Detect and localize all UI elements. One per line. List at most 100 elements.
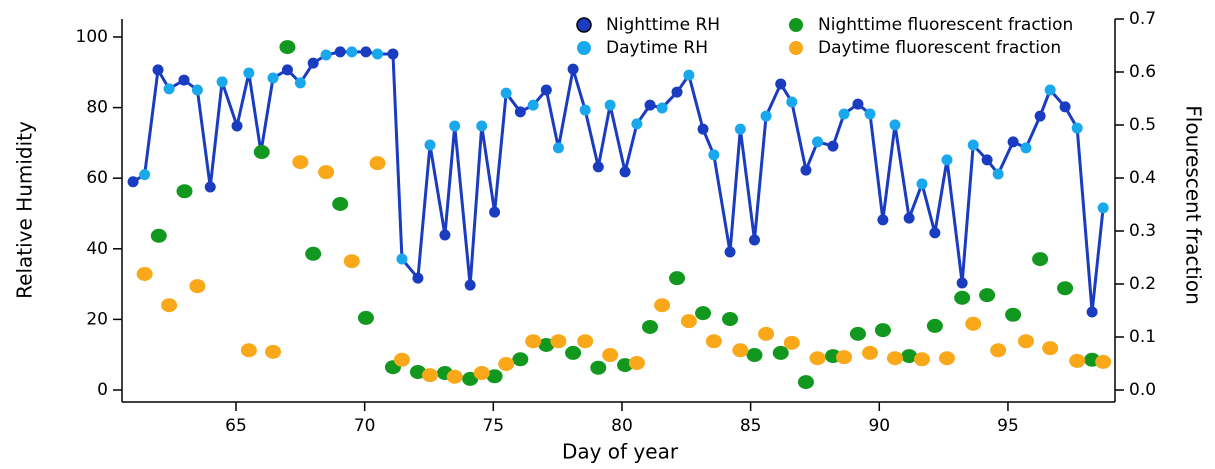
rh-point (877, 214, 889, 226)
x-axis-label: Day of year (562, 440, 679, 464)
fluorescent-point (446, 369, 463, 384)
fluorescent-point (253, 145, 270, 160)
fluorescent-point (1017, 334, 1034, 349)
fluorescent-point (292, 155, 309, 170)
rh-point (1071, 122, 1083, 134)
fluorescent-point (332, 196, 349, 211)
rh-point (656, 102, 668, 114)
fluorescent-point (602, 348, 619, 363)
fluorescent-point (473, 366, 490, 381)
rh-point (500, 87, 512, 99)
fluorescent-point (746, 348, 763, 363)
fluorescent-point (462, 371, 479, 386)
fluorescent-point (862, 345, 879, 360)
fluorescent-point (176, 184, 193, 199)
rh-point (708, 149, 720, 161)
rh-point (760, 110, 772, 122)
y2-tick-label: 0.2 (1129, 274, 1156, 294)
fluorescent-point (654, 298, 671, 313)
fluorescent-point (1057, 281, 1074, 296)
fluorescent-point (486, 369, 503, 384)
fluorescent-point (914, 352, 931, 367)
fluorescent-point (318, 165, 335, 180)
rh-point (592, 161, 604, 173)
rh-point (697, 123, 709, 135)
fluorescent-point (538, 337, 555, 352)
rh-line (132, 50, 1105, 314)
fluorescent-point (783, 335, 800, 350)
rh-point (476, 120, 488, 132)
fluorescent-point (1069, 353, 1086, 368)
fluorescent-point (836, 350, 853, 365)
rh-point (644, 99, 656, 111)
rh-point (800, 164, 812, 176)
rh-point (941, 154, 953, 166)
rh-point (320, 49, 332, 61)
rh-point (552, 142, 564, 154)
fluorescent-point (886, 351, 903, 366)
rh-point (724, 246, 736, 258)
rh-point (163, 83, 175, 95)
fluorescent-point (954, 290, 971, 305)
rh-point (527, 99, 539, 111)
x-tick-label: 95 (997, 416, 1019, 436)
rh-point (683, 69, 695, 81)
rh-point (827, 140, 839, 152)
rh-point (812, 136, 824, 148)
rh-point (619, 166, 631, 178)
rh-point (864, 108, 876, 120)
fluorescent-point (357, 310, 374, 325)
fluorescent-point (369, 156, 386, 171)
fluorescent-point (1032, 252, 1049, 267)
fluorescent-point (628, 355, 645, 370)
legend-marker (577, 41, 591, 55)
x-tick-label: 75 (482, 416, 504, 436)
fluorescent-point (161, 298, 178, 313)
fluorescent-point (809, 351, 826, 366)
fluorescent-point (680, 314, 697, 329)
rh-point (204, 181, 216, 193)
rh-point (775, 78, 787, 90)
rh-point (1059, 101, 1071, 113)
rh-point (540, 84, 552, 96)
fluorescent-point (525, 334, 542, 349)
y2-tick-label: 0.1 (1129, 327, 1156, 347)
rh-point (387, 48, 399, 60)
x-tick-label: 70 (354, 416, 376, 436)
rh-point (489, 206, 501, 218)
fluorescent-point (1005, 307, 1022, 322)
fluorescent-point (979, 288, 996, 303)
legend-marker (789, 18, 803, 32)
fluorescent-point (722, 311, 739, 326)
y2-tick-label: 0.4 (1129, 168, 1156, 188)
rh-point (748, 234, 760, 246)
rh-point (992, 168, 1004, 180)
y-tick-label: 100 (76, 27, 108, 47)
rh-point (449, 120, 461, 132)
y-tick-label: 20 (86, 309, 108, 329)
rh-point (981, 154, 993, 166)
rh-point (216, 76, 228, 88)
y-tick-label: 60 (86, 168, 108, 188)
fluorescent-point (512, 352, 529, 367)
legend-marker (789, 41, 803, 55)
fluorescent-point (305, 246, 322, 261)
fluorescent-point (577, 334, 594, 349)
rh-point (1044, 84, 1056, 96)
y2-tick-label: 0.6 (1129, 62, 1156, 82)
fluorescent-point (1042, 341, 1059, 356)
rh-point (967, 139, 979, 151)
rh-point (514, 106, 526, 118)
legend-label: Daytime fluorescent fraction (818, 38, 1061, 58)
fluorescent-point (732, 343, 749, 358)
rh-point (191, 84, 203, 96)
rh-point (734, 123, 746, 135)
y2-tick-label: 0.7 (1129, 9, 1156, 29)
fluorescent-point (136, 266, 153, 281)
rh-point (424, 139, 436, 151)
rh-point (1034, 110, 1046, 122)
rh-point (567, 63, 579, 75)
rh-point (1086, 306, 1098, 318)
legend-label: Daytime RH (606, 38, 708, 58)
